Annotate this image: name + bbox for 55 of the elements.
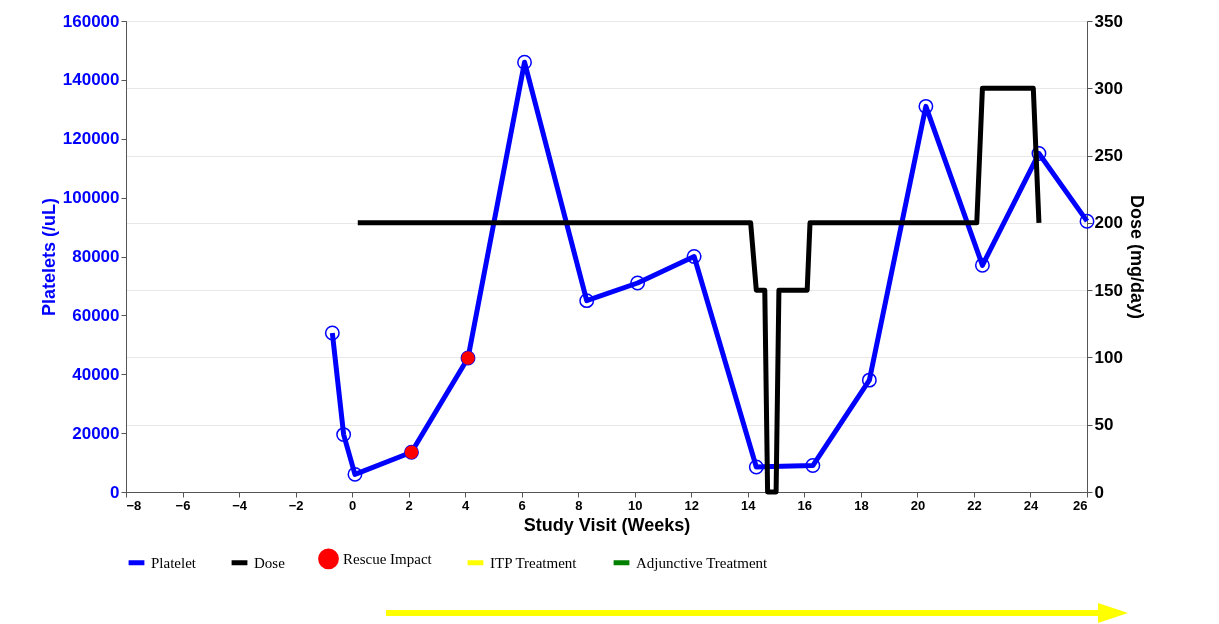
- y2-tick-label: 250: [1094, 146, 1123, 166]
- point: [974, 257, 990, 273]
- point: [324, 325, 340, 341]
- x-axis-title: Study Visit (Weeks): [523, 514, 691, 535]
- y-tick-label: 140000: [62, 70, 120, 90]
- y-tick-label: 40000: [72, 364, 120, 384]
- x-tick-label: 0: [349, 497, 357, 513]
- x-tick-label: 10: [628, 497, 643, 513]
- point: [805, 458, 821, 473]
- x-tick-label: 22: [967, 497, 982, 513]
- x-tick-label: 14: [741, 497, 757, 513]
- point: [918, 98, 934, 114]
- y-tick-label: 160000: [62, 11, 120, 31]
- y-tick-label: 20000: [72, 423, 120, 443]
- y-axis-title: Platelets (/uL): [38, 197, 59, 317]
- y-tick-label: 80000: [72, 247, 120, 266]
- y2-tick-label: 300: [1094, 78, 1123, 98]
- x-tick-label: −8: [126, 497, 142, 513]
- x-tick-label: 26: [1073, 497, 1088, 513]
- x-tick-label: 12: [684, 497, 700, 513]
- point: [1079, 213, 1095, 229]
- y2-tick-label: 200: [1094, 213, 1123, 233]
- legend-label: Dose: [254, 554, 286, 571]
- y2-axis-title: Dose (mg/day): [1126, 194, 1147, 320]
- legend-label: ITP Treatment: [490, 554, 578, 571]
- x-tick-label: −4: [232, 497, 248, 513]
- x-tick-label: 20: [910, 497, 926, 513]
- x-tick-label: 8: [575, 497, 583, 513]
- legend-label: Platelet: [151, 554, 197, 571]
- point: [579, 293, 595, 309]
- point: [336, 427, 352, 443]
- x-tick-label: 4: [462, 497, 471, 513]
- y-tick-label: 100000: [62, 188, 120, 208]
- x-tick-label: −6: [175, 497, 191, 513]
- point: [748, 459, 764, 475]
- y2-tick-label: 50: [1094, 415, 1114, 435]
- y2-tick-label: 150: [1094, 280, 1123, 300]
- x-tick-label: 2: [405, 497, 413, 513]
- point: [630, 275, 646, 291]
- y-tick-label: 120000: [62, 129, 120, 149]
- y2-tick-label: 350: [1094, 11, 1123, 31]
- point: [517, 54, 532, 70]
- y-tick-label: 60000: [72, 305, 120, 325]
- x-tick-label: 6: [518, 497, 526, 513]
- y2-tick-label: 100: [1094, 347, 1123, 367]
- point: [347, 466, 363, 482]
- x-tick-label: −2: [288, 497, 304, 513]
- point: [1031, 146, 1047, 161]
- x-tick-label: 24: [1023, 497, 1039, 513]
- x-tick-label: 18: [854, 497, 869, 513]
- legend-label: Adjunctive Treatment: [636, 554, 769, 571]
- point: [686, 249, 702, 264]
- legend-label: Rescue Impact: [343, 550, 433, 567]
- x-tick-label: 16: [797, 497, 813, 513]
- point: [861, 372, 877, 388]
